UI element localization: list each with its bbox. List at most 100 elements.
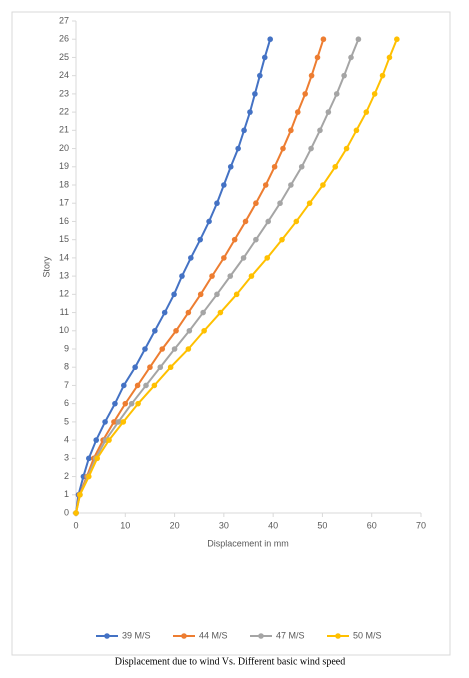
- y-tick-label: 21: [59, 125, 69, 135]
- marker: [314, 54, 321, 61]
- y-tick-label: 12: [59, 289, 69, 299]
- marker: [262, 182, 269, 188]
- marker: [112, 400, 118, 407]
- y-tick-label: 13: [59, 270, 69, 280]
- marker: [288, 127, 294, 134]
- y-tick-label: 16: [59, 216, 69, 226]
- marker: [227, 273, 234, 279]
- marker: [94, 455, 100, 462]
- marker: [235, 145, 241, 152]
- marker: [206, 218, 212, 225]
- y-tick-label: 27: [59, 15, 69, 25]
- marker: [134, 382, 141, 389]
- legend-marker: [104, 633, 110, 639]
- y-tick-label: 0: [64, 507, 69, 517]
- marker: [197, 236, 203, 243]
- y-tick-label: 10: [59, 325, 69, 335]
- legend-label: 44 M/S: [199, 630, 228, 640]
- y-tick-label: 2: [64, 471, 69, 481]
- marker: [161, 309, 168, 316]
- marker: [277, 200, 283, 207]
- marker: [231, 236, 238, 243]
- y-tick-label: 1: [64, 489, 69, 499]
- y-tick-label: 19: [59, 161, 69, 171]
- x-tick-label: 10: [120, 520, 130, 530]
- y-tick-label: 22: [59, 106, 69, 116]
- marker: [209, 273, 215, 279]
- legend-marker: [335, 633, 341, 639]
- y-axis-label: Story: [41, 256, 51, 278]
- marker: [371, 91, 378, 97]
- marker: [320, 36, 327, 43]
- y-tick-label: 20: [59, 143, 69, 153]
- marker: [152, 327, 158, 334]
- marker: [341, 72, 347, 79]
- marker: [355, 36, 362, 43]
- marker: [252, 91, 258, 97]
- x-tick-label: 60: [367, 520, 377, 530]
- marker: [253, 236, 259, 243]
- marker: [267, 36, 273, 43]
- marker: [332, 163, 339, 170]
- marker: [73, 510, 79, 516]
- marker: [86, 455, 92, 462]
- x-axis-label: Displacement in mm: [207, 538, 289, 548]
- x-tick-label: 50: [317, 520, 327, 530]
- marker: [122, 400, 129, 407]
- marker: [265, 218, 272, 225]
- marker: [102, 419, 108, 425]
- marker: [240, 255, 247, 261]
- marker: [142, 346, 148, 352]
- marker: [320, 182, 326, 188]
- marker: [179, 273, 185, 279]
- marker: [386, 54, 393, 61]
- x-tick-label: 20: [170, 520, 180, 530]
- marker: [271, 163, 278, 170]
- marker: [227, 163, 234, 170]
- marker: [308, 145, 314, 152]
- y-tick-label: 23: [59, 88, 69, 98]
- legend-label: 47 M/S: [276, 630, 305, 640]
- y-tick-label: 11: [60, 307, 69, 317]
- marker: [171, 291, 177, 298]
- marker: [86, 473, 92, 480]
- legend-label: 50 M/S: [353, 630, 382, 640]
- caption: Displacement due to wind Vs. Different b…: [115, 656, 345, 667]
- y-tick-label: 5: [64, 416, 69, 426]
- marker: [294, 109, 301, 115]
- marker: [197, 291, 204, 298]
- marker: [333, 91, 340, 97]
- x-tick-label: 0: [73, 520, 78, 530]
- marker: [214, 200, 220, 207]
- y-tick-label: 7: [64, 380, 69, 390]
- marker: [242, 218, 249, 225]
- marker: [302, 91, 308, 97]
- marker: [257, 72, 263, 79]
- marker: [188, 255, 194, 261]
- marker: [128, 400, 135, 407]
- marker: [317, 127, 323, 134]
- marker: [363, 109, 370, 115]
- marker: [214, 291, 220, 298]
- marker: [157, 364, 164, 371]
- marker: [298, 163, 305, 170]
- legend-marker: [258, 633, 264, 639]
- marker: [185, 309, 192, 316]
- y-tick-label: 14: [59, 252, 69, 262]
- marker: [248, 273, 255, 279]
- marker: [135, 400, 141, 407]
- y-tick-label: 9: [64, 343, 69, 353]
- marker: [132, 364, 138, 371]
- marker: [241, 127, 247, 134]
- marker: [394, 36, 400, 43]
- y-tick-label: 17: [59, 198, 69, 208]
- marker: [261, 54, 268, 61]
- marker: [173, 327, 179, 334]
- x-tick-label: 70: [416, 520, 426, 530]
- y-tick-label: 15: [59, 234, 69, 244]
- marker: [186, 327, 193, 334]
- marker: [121, 382, 127, 389]
- x-tick-label: 30: [219, 520, 229, 530]
